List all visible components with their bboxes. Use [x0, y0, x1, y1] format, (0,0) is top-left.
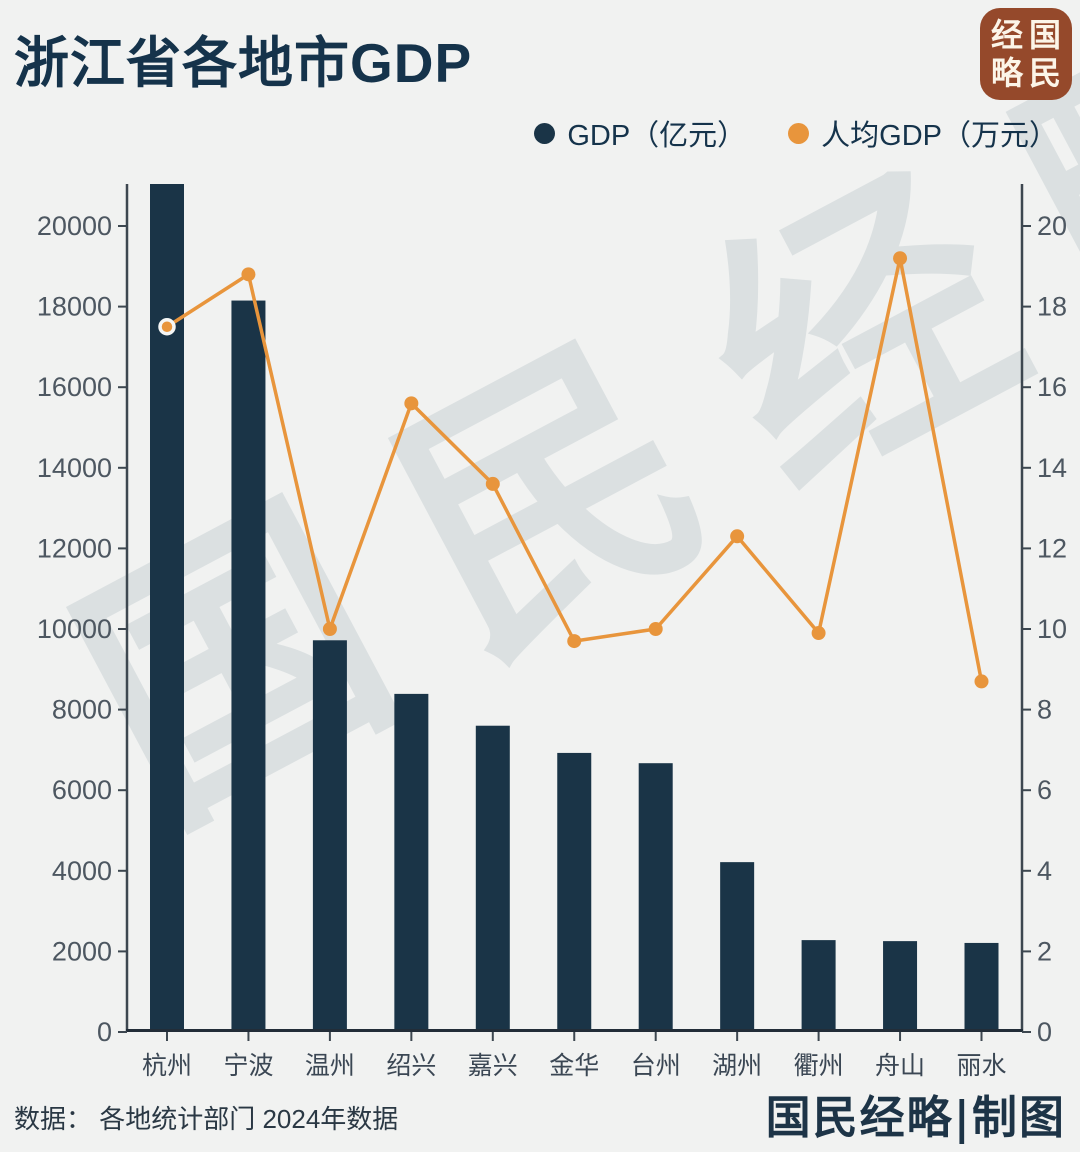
- gdp-bar-台州: [638, 763, 673, 1032]
- brand-badge: 经 国 略 民: [980, 8, 1072, 100]
- page-title: 浙江省各地市GDP: [14, 32, 473, 94]
- per-capita-point-嘉兴: [485, 476, 500, 491]
- gdp-bar-绍兴: [394, 693, 429, 1032]
- gdp-bar-舟山: [883, 941, 918, 1032]
- right-axis-tick-label: 4: [1037, 856, 1052, 886]
- x-axis-label-绍兴: 绍兴: [386, 1052, 436, 1080]
- right-axis-tick-label: 18: [1037, 292, 1067, 322]
- x-axis-label-杭州: 杭州: [142, 1052, 192, 1080]
- left-axis-tick-label: 10000: [37, 614, 112, 644]
- per-capita-point-台州: [648, 622, 663, 636]
- right-axis-tick-label: 16: [1037, 372, 1067, 402]
- right-axis-tick-label: 0: [1037, 1017, 1052, 1047]
- x-axis-label-丽水: 丽水: [956, 1052, 1006, 1080]
- x-axis-label-舟山: 舟山: [875, 1052, 925, 1080]
- right-axis-tick-label: 6: [1037, 775, 1052, 805]
- legend-label: GDP（亿元）: [567, 120, 747, 152]
- legend-label: 人均GDP（万元）: [821, 120, 1058, 152]
- gdp-bar-湖州: [720, 862, 755, 1032]
- per-capita-point-湖州: [730, 529, 745, 544]
- x-axis-label-温州: 温州: [305, 1052, 355, 1080]
- right-axis-tick-label: 2: [1037, 936, 1052, 966]
- badge-char: 略: [990, 54, 1023, 92]
- gdp-legend-dot-icon: [534, 122, 556, 144]
- left-axis-tick-label: 16000: [37, 372, 112, 402]
- per-capita-line: [165, 256, 984, 684]
- x-axis-label-嘉兴: 嘉兴: [468, 1052, 518, 1080]
- left-axis-tick-label: 20000: [37, 211, 112, 241]
- gdp-bar-衢州: [801, 940, 836, 1032]
- left-axis-tick-label: 6000: [52, 775, 112, 805]
- x-axis-label-湖州: 湖州: [712, 1052, 762, 1080]
- right-axis-tick-label: 14: [1037, 453, 1067, 483]
- right-axis-tick-label: 20: [1037, 211, 1067, 241]
- left-axis-tick-label: 0: [97, 1017, 112, 1047]
- per-capita-legend-dot-icon: [788, 122, 810, 144]
- data-source-note: 数据： 各地统计部门 2024年数据: [14, 1104, 399, 1134]
- left-axis-tick-label: 12000: [37, 533, 112, 563]
- legend-item-gdp: GDP（亿元）: [534, 112, 746, 154]
- gdp-bar-金华: [557, 752, 592, 1032]
- badge-char: 民: [1028, 54, 1061, 92]
- left-axis-tick-label: 14000: [37, 453, 112, 483]
- gdp-bar-宁波: [231, 300, 266, 1032]
- gdp-bar-嘉兴: [475, 725, 510, 1032]
- x-axis-label-宁波: 宁波: [223, 1052, 273, 1080]
- left-axis-tick-label: 2000: [52, 936, 112, 966]
- per-capita-point-衢州: [811, 626, 826, 641]
- badge-char: 国: [1028, 16, 1061, 54]
- right-axis-tick-label: 10: [1037, 614, 1067, 644]
- per-capita-point-杭州: [158, 318, 176, 336]
- gdp-bars: [150, 184, 999, 1032]
- left-axis-tick-label: 4000: [52, 856, 112, 886]
- per-capita-point-温州: [322, 622, 337, 636]
- per-capita-point-宁波: [241, 267, 256, 282]
- right-axis-tick-label: 8: [1037, 695, 1052, 725]
- legend-item-per-capita: 人均GDP（万元）: [788, 112, 1058, 154]
- chart-legend: GDP（亿元） 人均GDP（万元）: [534, 112, 1058, 154]
- badge-char: 经: [990, 16, 1023, 54]
- left-axis-tick-label: 8000: [52, 695, 112, 725]
- gdp-bar-温州: [312, 640, 347, 1032]
- x-axis-label-衢州: 衢州: [794, 1052, 844, 1080]
- x-axis-label-金华: 金华: [549, 1052, 599, 1080]
- left-axis-tick-label: 18000: [37, 292, 112, 322]
- gdp-bar-杭州: [150, 184, 184, 1032]
- per-capita-point-绍兴: [404, 396, 419, 411]
- per-capita-point-金华: [567, 634, 582, 649]
- gdp-bar-丽水: [964, 942, 999, 1032]
- per-capita-point-丽水: [974, 674, 989, 689]
- x-axis-label-台州: 台州: [631, 1052, 681, 1080]
- right-axis-tick-label: 12: [1037, 533, 1067, 563]
- credit-signature: 国民经略|制图: [765, 1091, 1066, 1144]
- per-capita-point-舟山: [893, 251, 908, 266]
